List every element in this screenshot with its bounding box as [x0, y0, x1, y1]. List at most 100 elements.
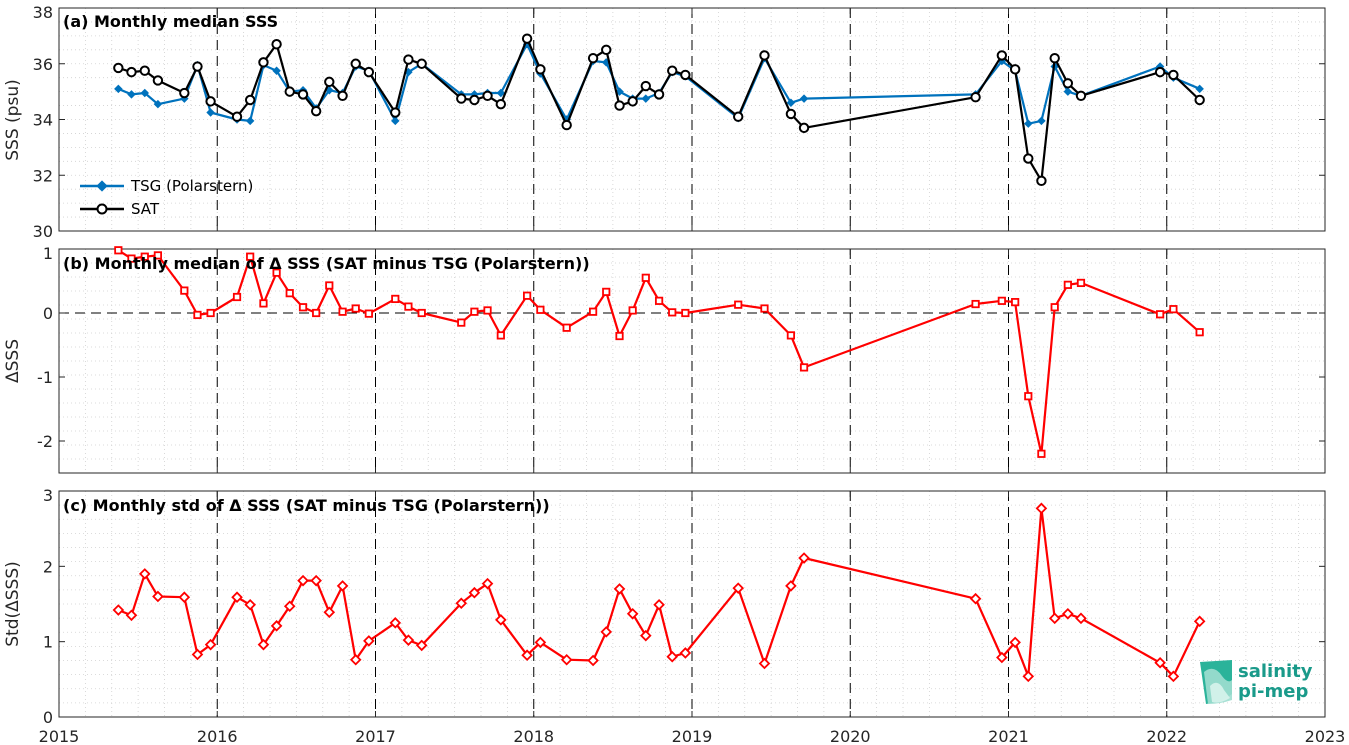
data-point [231, 111, 243, 122]
data-point [468, 586, 481, 599]
data-point [1009, 64, 1021, 75]
data-point [495, 614, 507, 626]
data-point [114, 246, 123, 255]
data-point [482, 90, 493, 102]
data-point [178, 591, 191, 604]
data-point [153, 99, 163, 109]
data-point [272, 66, 281, 75]
data-point [206, 308, 215, 318]
data-point [192, 61, 203, 72]
data-point [363, 635, 375, 647]
data-point [758, 657, 771, 670]
panel-b-series [114, 246, 1204, 458]
data-point [1168, 69, 1179, 81]
data-point [244, 598, 256, 611]
data-point [112, 604, 125, 616]
data-point [615, 331, 624, 341]
data-point [996, 651, 1008, 664]
data-point [391, 116, 400, 126]
data-point [257, 638, 270, 651]
data-point [138, 568, 151, 580]
data-point [258, 57, 269, 68]
data-point [127, 254, 136, 263]
x-tick-label: 2015 [39, 727, 80, 745]
data-point [1023, 153, 1034, 164]
data-point [1156, 310, 1165, 319]
data-point [232, 292, 242, 302]
data-point [338, 307, 347, 316]
data-point [759, 50, 770, 61]
data-point [1048, 612, 1061, 625]
data-point [324, 76, 335, 88]
data-point [481, 577, 494, 590]
data-point [245, 116, 255, 126]
logo-line2: pi-mep [1238, 681, 1308, 702]
x-tick-label: 2021 [988, 727, 1029, 745]
data-point [667, 65, 678, 76]
panel-b-y-label: ΔSSS [3, 339, 23, 383]
data-point [285, 289, 294, 298]
logo-wave-icon [1200, 660, 1232, 704]
legend-sat-label: SAT [131, 200, 160, 218]
y-tick-label: -2 [37, 432, 53, 451]
data-point [139, 65, 150, 76]
data-point [679, 647, 692, 659]
data-point [404, 302, 413, 311]
y-tick-label: 1 [43, 633, 53, 652]
data-point [653, 89, 665, 100]
data-point [760, 304, 769, 313]
data-point [613, 583, 626, 595]
data-point [1154, 66, 1166, 78]
data-point [971, 299, 980, 309]
data-point [389, 617, 402, 629]
data-point [799, 363, 809, 372]
panel-a-title: (a) Monthly median SSS [63, 12, 278, 31]
data-point [1075, 612, 1087, 625]
panel-c-std-delta-sss: 0 1 2 3 2015 2016 2017 2018 2019 2020 2021 2022 202… [3, 486, 1345, 745]
x-tick-label: 2016 [197, 727, 238, 745]
data-point [614, 100, 625, 111]
x-tick-label: 2019 [672, 727, 713, 745]
data-point [626, 607, 639, 620]
data-point [521, 33, 533, 44]
data-point [152, 590, 164, 603]
panel-c-year-lines [216, 491, 1168, 717]
logo-line1: salinity [1238, 661, 1313, 682]
data-point [1009, 636, 1021, 649]
data-point [283, 600, 296, 613]
data-point [310, 574, 322, 587]
y-tick-label: 2 [43, 557, 53, 576]
y-tick-label: 36 [33, 55, 53, 74]
data-point [1075, 90, 1087, 102]
data-point [1062, 78, 1074, 89]
data-point [561, 119, 572, 131]
salinity-pi-mep-logo: salinity pi-mep [1200, 660, 1313, 704]
data-point [312, 308, 321, 318]
y-tick-label: 0 [43, 304, 53, 323]
data-point [179, 87, 190, 99]
data-point [259, 299, 268, 308]
data-point [1011, 298, 1020, 307]
data-point [191, 648, 204, 661]
y-tick-label: 1 [43, 244, 53, 263]
data-point [733, 111, 744, 122]
data-point [244, 94, 256, 106]
data-point [270, 620, 283, 632]
panel-b-year-lines [216, 249, 1168, 473]
data-point [204, 638, 217, 651]
data-point [1167, 670, 1180, 683]
data-point [653, 598, 665, 611]
data-point [337, 90, 348, 102]
data-point [470, 307, 479, 316]
x-tick-label: 2023 [1305, 727, 1346, 745]
data-point [496, 331, 505, 340]
data-point [560, 653, 573, 666]
data-point [364, 309, 373, 318]
data-point [734, 300, 743, 309]
data-point [1050, 303, 1059, 312]
data-point [271, 39, 282, 50]
y-tick-label: 30 [33, 222, 53, 241]
data-point [390, 107, 401, 118]
data-point [456, 93, 467, 104]
